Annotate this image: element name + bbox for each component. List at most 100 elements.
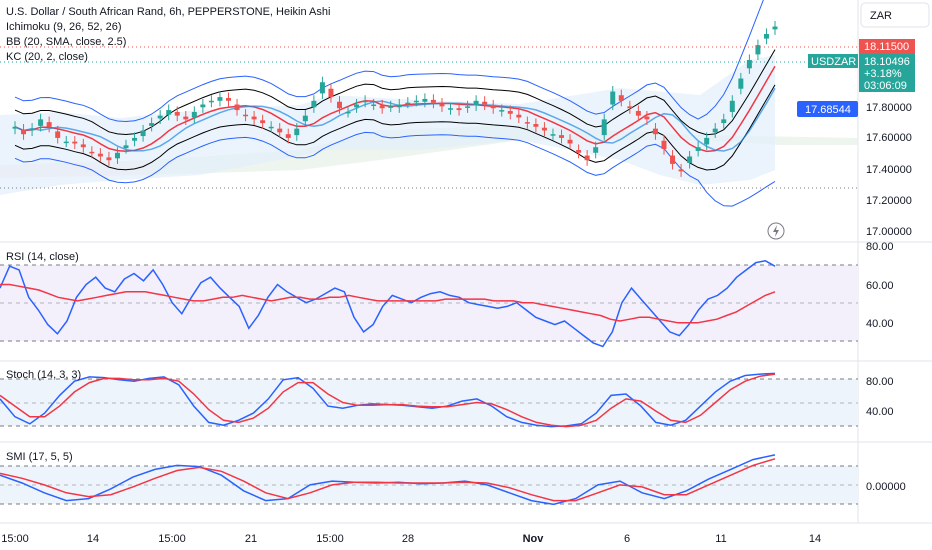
candle-body <box>593 147 599 153</box>
candle-body <box>114 152 120 159</box>
candle-body <box>661 140 667 150</box>
candle-body <box>482 101 488 105</box>
candle-body <box>208 100 214 103</box>
candle-body <box>567 139 573 144</box>
candle-body <box>678 169 684 172</box>
candle-body <box>550 134 556 136</box>
symbol-badge <box>808 54 858 68</box>
alert-price: 17.68544 <box>805 104 851 116</box>
ask-badge <box>859 39 915 54</box>
price-tick: 17.00000 <box>866 226 912 238</box>
candle-body <box>644 116 650 120</box>
stoch-tick: 80.00 <box>866 376 894 388</box>
candle-body <box>132 137 138 141</box>
currency-label: ZAR <box>870 10 892 22</box>
candle-body <box>576 149 582 153</box>
candle-body <box>499 110 505 112</box>
indicator-lines <box>0 260 776 506</box>
candle-body <box>635 111 641 116</box>
candle-body <box>430 99 436 103</box>
candle-body <box>584 155 590 161</box>
price-overlays <box>14 0 776 207</box>
candle-body <box>763 33 769 39</box>
rsi-tick: 60.00 <box>866 280 894 292</box>
time-tick: 11 <box>715 533 726 545</box>
candle-body <box>21 129 27 135</box>
candle-body <box>243 114 249 117</box>
stoch-tick: 40.00 <box>866 406 894 418</box>
stoch-label[interactable]: Stoch (14, 3, 3) <box>6 369 81 381</box>
bb-upper-line <box>14 0 764 123</box>
chart-title: U.S. Dollar / South African Rand, 6h, PE… <box>6 6 330 18</box>
candle-body <box>422 98 428 102</box>
time-tick: 14 <box>87 533 99 545</box>
lightning-icon <box>773 225 779 237</box>
candle-body <box>618 95 624 101</box>
candle-body <box>311 100 317 108</box>
candle-body <box>396 104 402 108</box>
candle-body <box>670 155 676 164</box>
candle-body <box>627 106 633 109</box>
candle-body <box>149 123 155 126</box>
candle-body <box>251 116 257 120</box>
candle-body <box>371 104 377 107</box>
time-tick: 14 <box>809 533 821 545</box>
bb-lower-line <box>14 131 776 207</box>
smi-tick: 0.00000 <box>866 481 906 493</box>
candle-body <box>456 108 462 111</box>
candle-body <box>302 115 308 122</box>
indicator-label-bb[interactable]: BB (20, SMA, close, 2.5) <box>6 36 126 48</box>
candle-body <box>285 134 291 138</box>
candle-body <box>277 128 283 133</box>
candle-body <box>157 115 163 119</box>
candle-body <box>217 97 223 101</box>
time-tick: 15:00 <box>158 533 186 545</box>
price-change: +3.18% <box>864 68 902 80</box>
time-tick: Nov <box>523 533 545 545</box>
candle-body <box>507 111 513 114</box>
candle-body <box>268 126 274 129</box>
time-tick: 15:00 <box>316 533 344 545</box>
candle-body <box>345 111 351 114</box>
candle-body <box>106 157 112 161</box>
rsi-ma-line <box>0 283 776 324</box>
candle-body <box>379 105 385 109</box>
candle-body <box>388 106 394 108</box>
candle-body <box>524 122 530 124</box>
candle-body <box>704 137 710 145</box>
candle-body <box>140 130 146 137</box>
bar-countdown: 03:06:09 <box>864 80 907 92</box>
price-tick: 17.80000 <box>866 102 912 114</box>
candle-body <box>439 103 445 107</box>
candle-body <box>200 104 206 108</box>
candle-body <box>63 141 69 144</box>
indicator-label-kc[interactable]: KC (20, 2, close) <box>6 51 88 63</box>
price-tick: 17.20000 <box>866 195 912 207</box>
time-tick: 28 <box>402 533 414 545</box>
candle-body <box>465 106 471 108</box>
candle-body <box>12 126 18 129</box>
candle-body <box>405 102 411 105</box>
candle-body <box>336 101 342 109</box>
candle-body <box>191 111 197 118</box>
candle-body <box>38 119 44 126</box>
alert-badge[interactable] <box>797 101 858 117</box>
symbol-label: USDZAR <box>811 56 856 68</box>
candle-body <box>533 124 539 127</box>
currency-selector[interactable] <box>860 2 930 28</box>
rsi-label[interactable]: RSI (14, close) <box>6 251 79 263</box>
candle-body <box>490 105 496 109</box>
candle-body <box>319 82 325 94</box>
candle-body <box>174 111 180 116</box>
indicator-label-ichimoku[interactable]: Ichimoku (9, 26, 52, 26) <box>6 21 122 33</box>
candle-body <box>328 88 334 98</box>
candle-body <box>516 114 522 118</box>
candle-body <box>183 116 189 120</box>
time-axis[interactable]: 15:00 14 15:00 21 15:00 28 Nov 6 11 14 <box>1 533 821 545</box>
candle-body <box>755 45 761 55</box>
bollinger-band-fill <box>0 55 775 195</box>
rsi-tick: 40.00 <box>866 318 894 330</box>
smi-label[interactable]: SMI (17, 5, 5) <box>6 451 73 463</box>
candle-body <box>123 145 129 149</box>
